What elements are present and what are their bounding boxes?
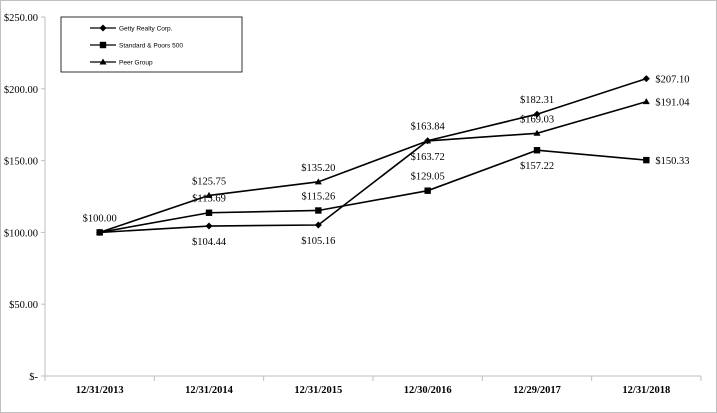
series-line-1	[99, 149, 647, 234]
x-tick-label: 12/31/2015	[294, 385, 342, 396]
data-point-2-1	[205, 191, 213, 198]
legend-label: Standard & Poors 500	[119, 43, 183, 50]
legend-label: Getty Realty Corp.	[119, 26, 173, 33]
data-label: $163.72	[411, 152, 445, 163]
legend-marker-1	[99, 41, 107, 49]
data-label: $150.33	[655, 156, 689, 167]
data-label: $191.04	[655, 98, 690, 109]
series-line-0	[99, 77, 647, 234]
data-label: $113.69	[192, 194, 226, 205]
data-point-1-4	[533, 147, 541, 154]
legend-marker-2	[99, 58, 107, 65]
y-tick-label: $150.00	[4, 157, 38, 168]
x-tick-label: 12/31/2014	[185, 385, 234, 396]
y-tick-label: $100.00	[4, 228, 38, 239]
y-tick-label: $-	[29, 372, 38, 383]
data-label: $207.10	[655, 75, 689, 86]
data-label: $105.16	[301, 236, 335, 247]
series-line-2	[99, 100, 647, 234]
data-label: $163.84	[411, 122, 446, 133]
data-point-2-5	[642, 98, 650, 105]
x-tick-label: 12/31/2018	[622, 385, 670, 396]
y-tick-label: $250.00	[4, 13, 38, 24]
data-label: $129.05	[411, 172, 445, 183]
data-point-0-4	[533, 110, 541, 118]
data-label: $169.03	[520, 114, 554, 125]
x-tick-label: 12/31/2013	[76, 385, 124, 396]
data-point-1-2	[315, 207, 322, 214]
data-point-2-0	[96, 228, 104, 235]
data-label: $182.31	[520, 95, 554, 106]
data-point-1-5	[643, 156, 650, 164]
x-tick-label: 12/29/2017	[513, 385, 561, 396]
data-label: $125.75	[192, 176, 226, 187]
data-point-1-3	[424, 187, 431, 194]
data-label: $135.20	[301, 163, 335, 174]
data-label: $157.22	[520, 161, 554, 172]
data-point-2-4	[533, 129, 541, 136]
data-point-2-3	[424, 137, 432, 144]
data-label: $115.26	[301, 191, 335, 202]
x-tick-label: 12/30/2016	[404, 385, 452, 396]
data-label: $104.44	[192, 237, 227, 248]
legend-marker-0	[99, 24, 107, 32]
data-point-2-2	[314, 178, 322, 185]
legend-label: Peer Group	[119, 60, 153, 67]
y-tick-label: $200.00	[4, 85, 38, 96]
data-point-1-1	[205, 209, 213, 216]
data-point-0-1	[205, 222, 213, 230]
data-point-0-5	[642, 75, 650, 83]
y-tick-label: $50.00	[9, 300, 38, 311]
data-label: $100.00	[83, 213, 117, 224]
data-point-0-2	[314, 221, 322, 229]
